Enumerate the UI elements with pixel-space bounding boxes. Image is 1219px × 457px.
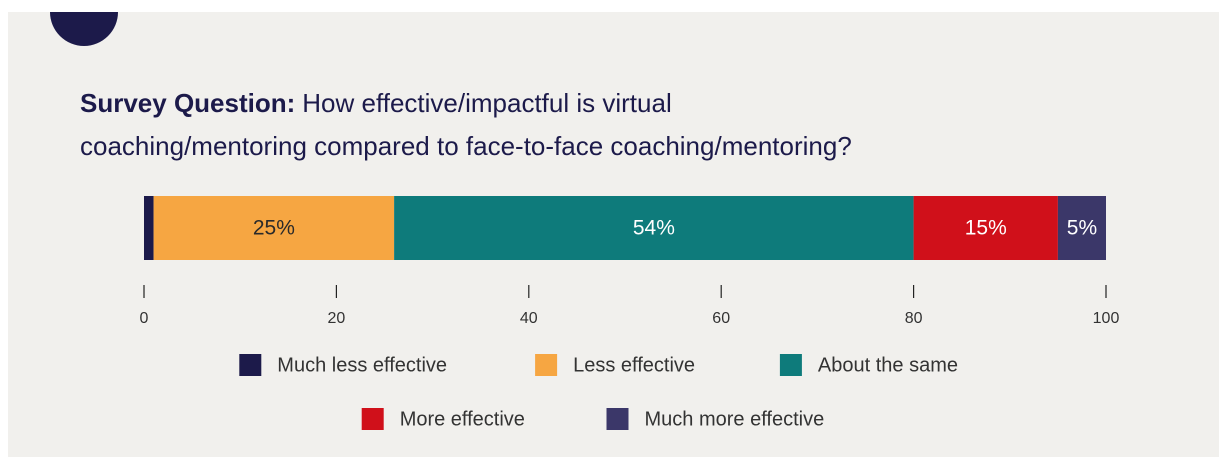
x-tick-label: 20	[328, 310, 346, 327]
title-lead: Survey Question:	[80, 88, 295, 118]
data-label: 25%	[253, 217, 295, 240]
legend-label: Much less effective	[277, 354, 447, 376]
x-tick-label: 0	[140, 310, 149, 327]
bar-segment	[394, 196, 914, 260]
chart-title: Survey Question: How effective/impactful …	[80, 88, 672, 118]
legend-swatch	[606, 408, 629, 430]
legend-swatch	[239, 354, 262, 376]
bar-segment	[144, 196, 154, 260]
data-label: 5%	[1067, 217, 1097, 240]
bar-segment	[1057, 196, 1106, 260]
x-tick-label: 60	[712, 310, 730, 327]
title-line: coaching/mentoring compared to face-to-f…	[80, 131, 852, 161]
x-tick-label: 80	[905, 310, 923, 327]
legend-label: Less effective	[573, 354, 695, 376]
data-label: 15%	[965, 217, 1007, 240]
x-tick-label: 40	[520, 310, 538, 327]
bar-segment	[913, 196, 1058, 260]
legend-swatch	[361, 408, 384, 430]
legend-label: Much more effective	[645, 408, 825, 430]
legend-label: About the same	[818, 354, 958, 376]
data-label: 54%	[633, 217, 675, 240]
x-tick-label: 100	[1093, 310, 1120, 327]
legend-swatch	[779, 354, 802, 376]
badge	[50, 12, 118, 46]
legend-label: More effective	[400, 408, 525, 430]
legend-swatch	[535, 354, 558, 376]
bar-segment	[153, 196, 395, 260]
title-line: How effective/impactful is virtual	[302, 88, 671, 118]
